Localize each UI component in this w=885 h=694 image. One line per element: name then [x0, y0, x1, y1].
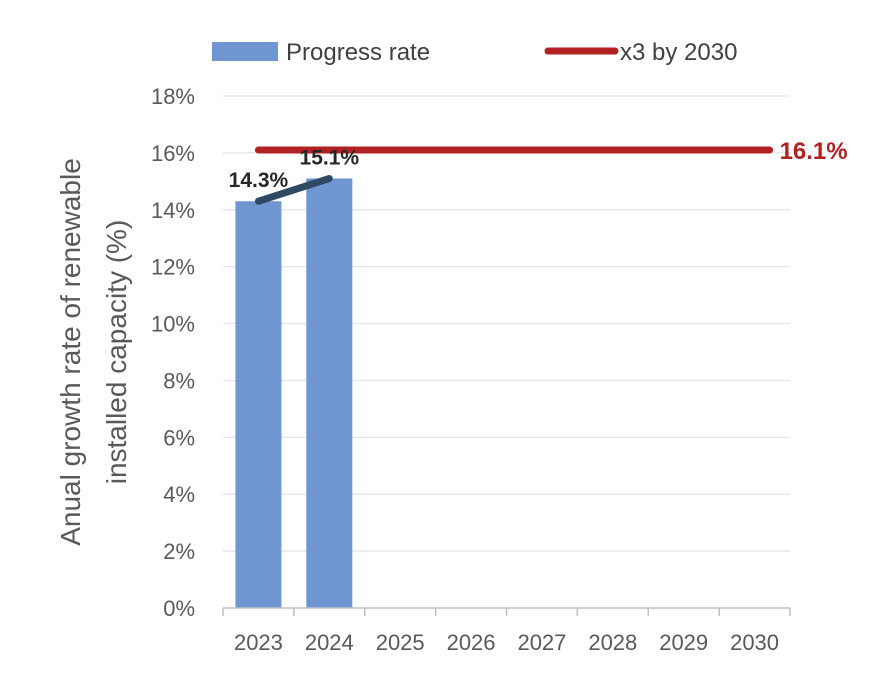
legend-label-progress-rate: Progress rate	[286, 39, 430, 66]
legend-label-x3-by-2030: x3 by 2030	[620, 39, 737, 66]
x-tick-label: 2030	[730, 630, 779, 655]
legend-swatch-progress-rate	[212, 42, 278, 61]
y-tick-label: 2%	[163, 539, 195, 564]
y-axis-label-line-1: Anual growth rate of renewable	[55, 158, 86, 546]
x-tick-label: 2023	[234, 630, 283, 655]
x-tick-label: 2024	[305, 630, 354, 655]
bar-series	[235, 178, 353, 608]
y-tick-label: 4%	[163, 482, 195, 507]
data-label-2023: 14.3%	[229, 169, 289, 192]
target-end-label: 16.1%	[780, 138, 848, 165]
x-tick-label: 2028	[588, 630, 637, 655]
data-labels: 14.3% 15.1% 16.1%	[229, 138, 848, 192]
line-series	[254, 146, 774, 205]
x-tick-label: 2026	[447, 630, 496, 655]
trend-segment	[254, 174, 333, 205]
bar-2024	[306, 178, 353, 608]
y-tick-label: 10%	[151, 312, 195, 337]
data-label-2024: 15.1%	[300, 146, 360, 169]
x-tick-label: 2027	[517, 630, 566, 655]
y-tick-label: 16%	[151, 141, 195, 166]
y-axis-label-line-2: installed capacity (%)	[101, 220, 132, 485]
y-tick-label: 14%	[151, 198, 195, 223]
legend: Progress rate x3 by 2030	[212, 39, 737, 66]
y-tick-label: 12%	[151, 255, 195, 280]
x-tick-label: 2029	[659, 630, 708, 655]
bar-2023	[235, 201, 282, 608]
axes: 0% 2% 4% 6% 8% 10% 12% 14% 16% 18% 2023 2024 2025 202…	[151, 84, 791, 655]
y-tick-label: 6%	[163, 425, 195, 450]
y-tick-label: 18%	[151, 84, 195, 109]
x-tick-label: 2025	[376, 630, 425, 655]
y-tick-label: 8%	[163, 368, 195, 393]
y-tick-label: 0%	[163, 596, 195, 621]
